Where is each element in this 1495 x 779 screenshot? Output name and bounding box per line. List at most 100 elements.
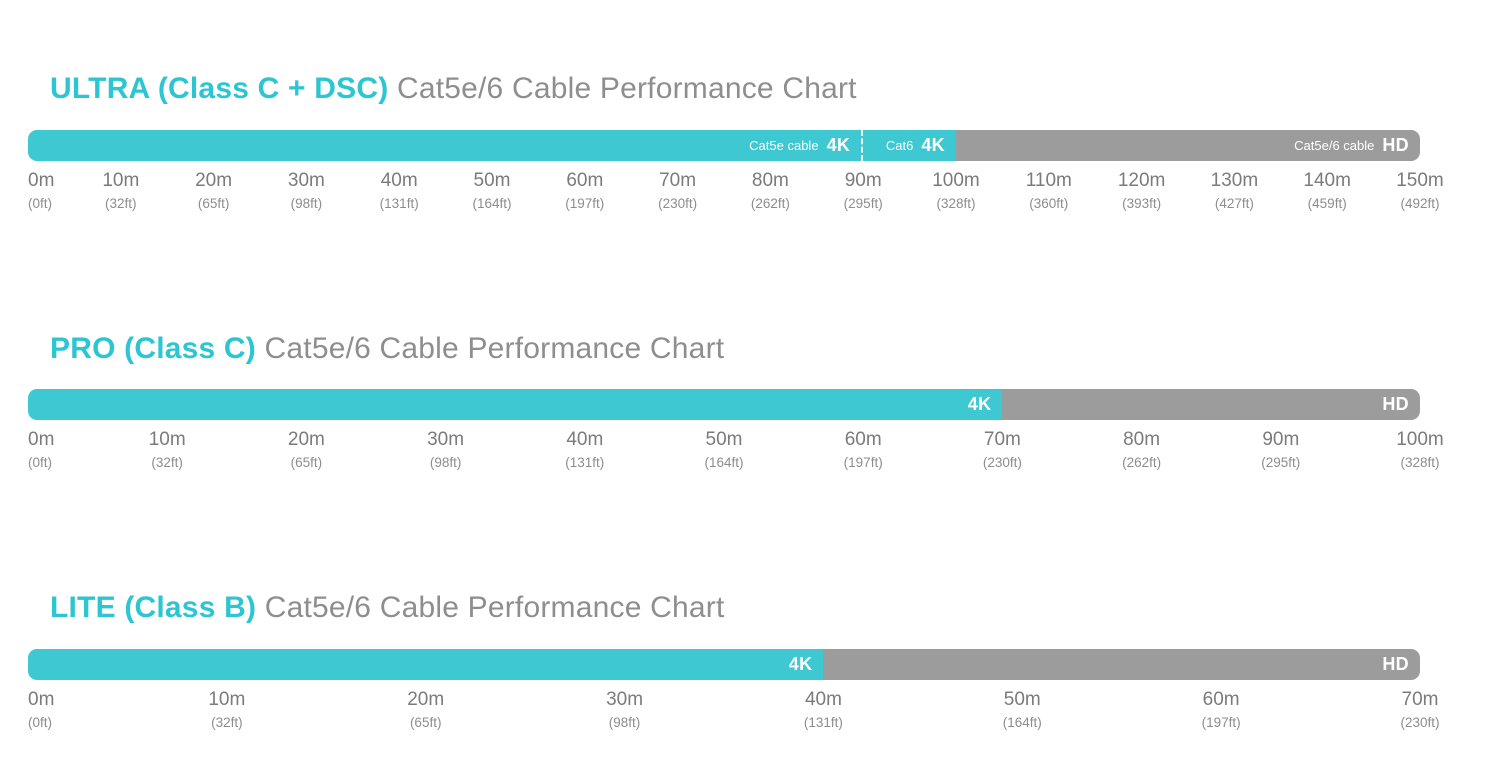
distance-meters-label: 90m — [1262, 429, 1300, 450]
distance-meters-label: 20m — [407, 688, 445, 710]
distance-tick: 60m (197ft) — [844, 429, 883, 471]
distance-tick: 30m (98ft) — [606, 689, 643, 731]
distance-meters-label: 50m — [473, 169, 511, 191]
distance-tick: 100m (328ft) — [1396, 429, 1444, 471]
cable-type-label: Cat5e cable — [749, 137, 819, 153]
distance-meters-label: 100m — [1396, 429, 1444, 450]
distance-tick: 50m (164ft) — [472, 170, 511, 212]
distance-tick: 40m (131ft) — [804, 689, 843, 731]
distance-scale: 0m (0ft) 10m (32ft) 20m (65ft) 30m (98ft) 40m (13… — [28, 429, 1444, 481]
cable-type-label: Cat6 — [885, 137, 914, 153]
performance-bar: 4K HD — [28, 389, 1420, 420]
distance-tick: 60m (197ft) — [1202, 689, 1241, 731]
resolution-label: 4K — [967, 394, 992, 414]
distance-feet-label: (32ft) — [211, 714, 243, 730]
distance-meters-label: 90m — [844, 169, 882, 191]
distance-feet-label: (230ft) — [982, 455, 1022, 470]
distance-tick: 20m (65ft) — [407, 689, 444, 731]
distance-tick: 40m (131ft) — [565, 429, 604, 471]
cable-performance-chart: ULTRA (Class C + DSC) Cat5e/6 Cable Perf… — [28, 72, 1444, 222]
distance-tick: 100m (328ft) — [932, 170, 980, 212]
distance-meters-label: 40m — [804, 688, 842, 710]
distance-feet-label: (65ft) — [197, 195, 230, 211]
distance-feet-label: (131ft) — [379, 195, 419, 211]
distance-meters-label: 0m — [28, 169, 55, 191]
distance-feet-label: (197ft) — [1201, 714, 1241, 730]
distance-tick: 30m (98ft) — [288, 170, 325, 212]
distance-meters-label: 60m — [1202, 688, 1240, 710]
distance-feet-label: (459ft) — [1307, 195, 1347, 211]
cable-type-label: Cat5e/6 cable — [1294, 137, 1375, 153]
distance-tick: 140m (459ft) — [1303, 170, 1351, 212]
resolution-label: 4K — [788, 653, 813, 674]
distance-feet-label: (197ft) — [565, 195, 605, 211]
bar-segment-hd: HD — [1002, 389, 1420, 420]
distance-meters-label: 30m — [606, 688, 644, 710]
distance-tick: 90m (295ft) — [844, 170, 883, 212]
bar-segment-4k: Cat6 4K — [863, 129, 956, 161]
distance-meters-label: 0m — [28, 688, 55, 710]
distance-feet-label: (295ft) — [843, 195, 883, 211]
distance-feet-label: (0ft) — [28, 714, 53, 730]
distance-tick: 70m (230ft) — [658, 170, 697, 212]
distance-feet-label: (230ft) — [1400, 714, 1440, 730]
distance-tick: 80m (262ft) — [1122, 429, 1161, 471]
distance-tick: 70m (230ft) — [1400, 689, 1439, 731]
distance-tick: 20m (65ft) — [195, 170, 232, 212]
distance-feet-label: (0ft) — [28, 195, 53, 211]
distance-tick: 40m (131ft) — [380, 170, 419, 212]
distance-feet-label: (197ft) — [843, 455, 883, 470]
resolution-label: HD — [1382, 394, 1409, 414]
distance-feet-label: (328ft) — [936, 195, 976, 211]
distance-meters-label: 30m — [427, 429, 465, 450]
distance-meters-label: 60m — [566, 169, 604, 191]
distance-tick: 0m (0ft) — [28, 689, 54, 731]
distance-feet-label: (393ft) — [1122, 195, 1162, 211]
distance-tick: 90m (295ft) — [1261, 429, 1300, 471]
chart-title: LITE (Class B) Cat5e/6 Cable Performance… — [50, 591, 1420, 626]
chart-title: PRO (Class C) Cat5e/6 Cable Performance … — [50, 332, 1420, 367]
distance-meters-label: 20m — [287, 429, 325, 450]
resolution-label: HD — [1382, 653, 1409, 674]
resolution-label: 4K — [921, 134, 945, 155]
distance-tick: 10m (32ft) — [102, 170, 139, 212]
distance-meters-label: 120m — [1117, 169, 1166, 191]
distance-tick: 70m (230ft) — [983, 429, 1022, 471]
distance-meters-label: 140m — [1303, 169, 1351, 191]
distance-tick: 150m (492ft) — [1396, 170, 1444, 212]
distance-meters-label: 70m — [1401, 688, 1439, 710]
distance-tick: 80m (262ft) — [751, 170, 790, 212]
distance-feet-label: (328ft) — [1400, 455, 1440, 470]
distance-tick: 60m (197ft) — [565, 170, 604, 212]
distance-feet-label: (98ft) — [608, 714, 641, 730]
distance-feet-label: (65ft) — [409, 714, 442, 730]
bar-segment-hd: HD — [823, 648, 1420, 680]
distance-meters-label: 100m — [932, 169, 980, 191]
distance-tick: 130m (427ft) — [1211, 170, 1259, 212]
distance-feet-label: (131ft) — [803, 714, 843, 730]
distance-meters-label: 150m — [1396, 169, 1444, 191]
bar-segment-4k: Cat5e cable 4K — [28, 129, 864, 161]
distance-meters-label: 40m — [566, 429, 604, 450]
distance-tick: 10m (32ft) — [149, 429, 186, 471]
distance-tick: 50m (164ft) — [704, 429, 743, 471]
distance-feet-label: (164ft) — [704, 455, 744, 470]
bar-segment-4k: 4K — [28, 389, 1003, 420]
distance-feet-label: (0ft) — [28, 455, 53, 470]
distance-feet-label: (360ft) — [1029, 195, 1069, 211]
distance-feet-label: (98ft) — [429, 455, 462, 470]
distance-tick: 20m (65ft) — [288, 429, 325, 471]
distance-tick: 10m (32ft) — [208, 689, 245, 731]
distance-feet-label: (32ft) — [151, 455, 183, 470]
bar-segment-hd: Cat5e/6 cable HD — [955, 129, 1420, 161]
distance-meters-label: 30m — [287, 169, 325, 191]
distance-feet-label: (295ft) — [1261, 455, 1301, 470]
distance-tick: 120m (393ft) — [1118, 170, 1166, 212]
cable-performance-chart: PRO (Class C) Cat5e/6 Cable Performance … — [28, 332, 1444, 482]
distance-feet-label: (262ft) — [1122, 455, 1162, 470]
distance-meters-label: 130m — [1210, 169, 1259, 191]
distance-meters-label: 40m — [380, 169, 418, 191]
bar-segment-4k: 4K — [28, 648, 824, 680]
chart-title-highlight: ULTRA (Class C + DSC) — [50, 72, 389, 105]
